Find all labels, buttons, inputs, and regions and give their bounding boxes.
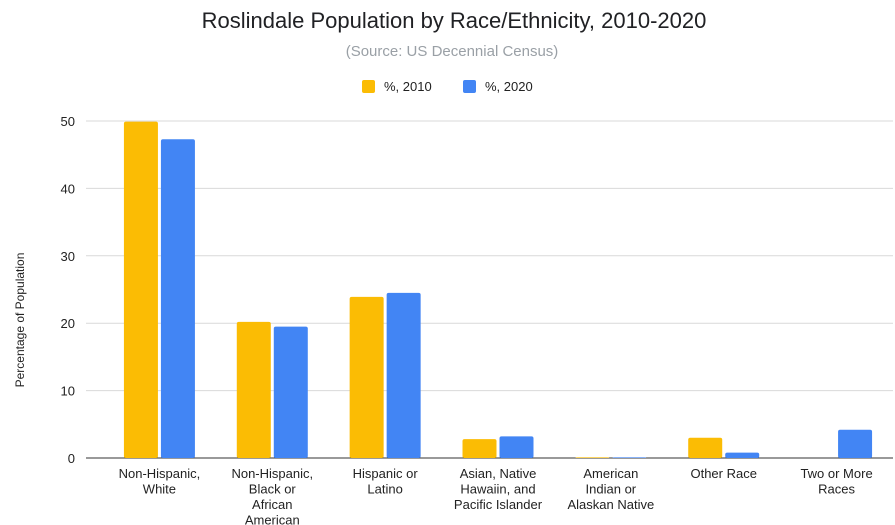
legend-swatch [463, 80, 476, 93]
bar-2010 [688, 437, 723, 458]
y-tick-label: 10 [61, 384, 75, 399]
gridlines [86, 120, 893, 459]
x-category-label-line: Latino [367, 482, 402, 497]
x-category-label-line: African [252, 497, 292, 512]
y-tick-label: 30 [61, 249, 75, 264]
y-tick-label: 40 [61, 181, 75, 196]
bar-2010 [236, 321, 271, 458]
x-category-label-line: Other Race [690, 466, 756, 481]
x-category-label-line: Pacific Islander [454, 497, 543, 512]
bar-2020 [160, 139, 195, 458]
bar-2010 [462, 439, 497, 458]
x-category-label: Non-Hispanic, Black or African American [231, 466, 313, 525]
chart-subtitle: (Source: US Decennial Census) [346, 43, 559, 60]
legend-label: %, 2020 [485, 79, 533, 94]
x-category-label-line: American [245, 513, 300, 525]
y-tick-label: 50 [61, 114, 75, 129]
x-category-label: Hispanic or Latino [353, 466, 419, 497]
x-category-label-line: Indian or [586, 482, 637, 497]
legend: %, 2010 %, 2020 [362, 79, 533, 94]
bar-2010 [349, 296, 384, 458]
x-category-label: American Indian or Alaskan Native [567, 466, 654, 512]
x-category-label-line: Races [818, 482, 855, 497]
legend-label: %, 2010 [384, 79, 432, 94]
x-category-label-line: Non-Hispanic, [231, 466, 313, 481]
x-category-label-line: White [143, 482, 176, 497]
y-axis-ticks: 0 10 20 30 40 50 [61, 114, 75, 466]
bar-2020 [612, 457, 647, 458]
x-category-label: Asian, Native Hawaiin, and Pacific Islande… [454, 466, 543, 512]
bar-2010 [123, 121, 158, 458]
x-category-label-line: American [583, 466, 638, 481]
x-category-label-line: Hawaiin, and [460, 482, 535, 497]
y-tick-label: 0 [68, 451, 75, 466]
x-category-label-line: Asian, Native [460, 466, 537, 481]
bar-2020 [838, 429, 873, 458]
bar-2020 [725, 452, 760, 458]
x-category-label-line: Non-Hispanic, [119, 466, 201, 481]
x-category-label-line: Hispanic or [353, 466, 419, 481]
legend-swatch [362, 80, 375, 93]
x-category-label: Two or More Races [800, 466, 872, 497]
y-tick-label: 20 [61, 316, 75, 331]
bars [123, 121, 873, 458]
y-axis-title: Percentage of Population [13, 253, 27, 388]
x-category-label-line: Alaskan Native [567, 497, 654, 512]
bar-2020 [273, 326, 308, 458]
x-category-label: Non-Hispanic, White [119, 466, 201, 497]
x-category-label-line: Two or More [800, 466, 872, 481]
bar-2010 [575, 457, 610, 458]
x-category-label: Other Race [690, 466, 756, 481]
bar-2020 [386, 292, 421, 458]
x-category-label-line: Black or [249, 482, 297, 497]
chart-title: Roslindale Population by Race/Ethnicity,… [202, 8, 707, 33]
bar-2020 [499, 436, 534, 458]
